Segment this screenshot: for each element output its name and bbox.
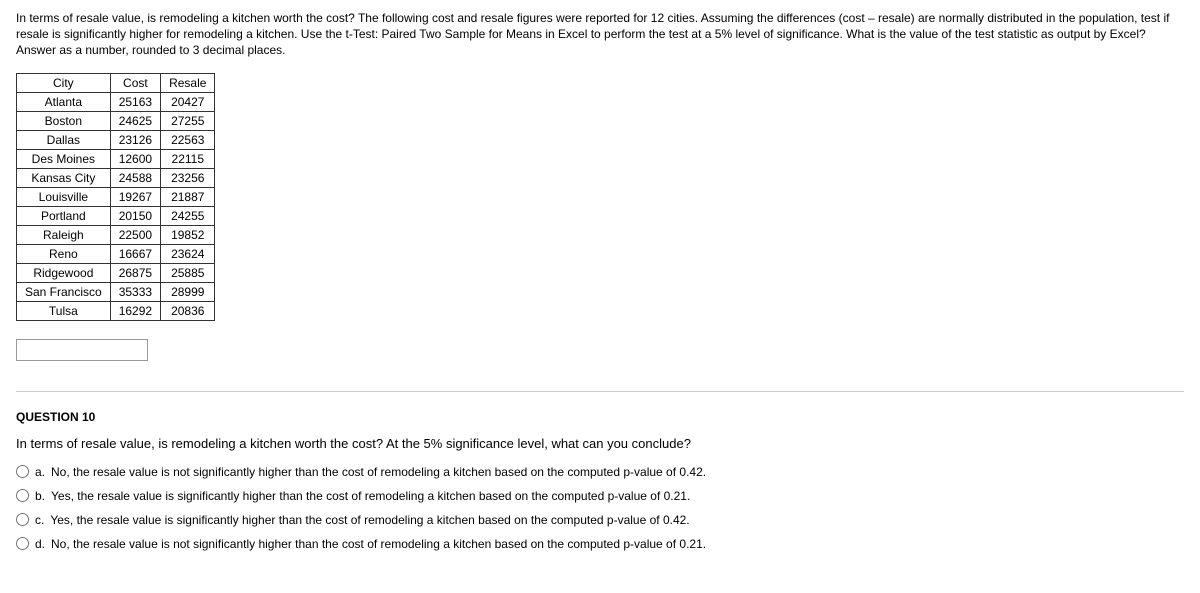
cell-city: Portland (17, 206, 111, 225)
cell-cost: 16667 (110, 244, 160, 263)
option-letter: d. (35, 537, 45, 551)
option-b-text: Yes, the resale value is significantly h… (51, 489, 690, 503)
cell-resale: 23256 (161, 168, 215, 187)
cell-cost: 25163 (110, 92, 160, 111)
option-letter: b. (35, 489, 45, 503)
cell-resale: 24255 (161, 206, 215, 225)
option-b[interactable]: b. Yes, the resale value is significantl… (16, 489, 1184, 503)
cell-cost: 22500 (110, 225, 160, 244)
table-row: Boston 24625 27255 (17, 111, 215, 130)
cell-cost: 23126 (110, 130, 160, 149)
option-letter: c. (35, 513, 44, 527)
cell-city: Dallas (17, 130, 111, 149)
cell-resale: 19852 (161, 225, 215, 244)
cell-city: Raleigh (17, 225, 111, 244)
radio-a[interactable] (16, 465, 29, 478)
cell-cost: 24625 (110, 111, 160, 130)
option-d[interactable]: d. No, the resale value is not significa… (16, 537, 1184, 551)
cell-city: Tulsa (17, 301, 111, 320)
cell-city: San Francisco (17, 282, 111, 301)
data-table: City Cost Resale Atlanta 25163 20427 Bos… (16, 73, 215, 321)
table-row: Reno 16667 23624 (17, 244, 215, 263)
cell-city: Boston (17, 111, 111, 130)
table-row: Atlanta 25163 20427 (17, 92, 215, 111)
cell-cost: 24588 (110, 168, 160, 187)
table-row: Tulsa 16292 20836 (17, 301, 215, 320)
cell-resale: 21887 (161, 187, 215, 206)
radio-c[interactable] (16, 513, 29, 526)
option-a[interactable]: a. No, the resale value is not significa… (16, 465, 1184, 479)
answer-input[interactable] (16, 339, 148, 361)
option-d-text: No, the resale value is not significantl… (51, 537, 706, 551)
table-row: Dallas 23126 22563 (17, 130, 215, 149)
option-a-text: No, the resale value is not significantl… (51, 465, 706, 479)
table-row: Portland 20150 24255 (17, 206, 215, 225)
cell-city: Kansas City (17, 168, 111, 187)
table-header-row: City Cost Resale (17, 73, 215, 92)
cell-resale: 27255 (161, 111, 215, 130)
radio-b[interactable] (16, 489, 29, 502)
cell-resale: 20836 (161, 301, 215, 320)
question-label: QUESTION 10 (16, 410, 1184, 424)
option-c-text: Yes, the resale value is significantly h… (50, 513, 689, 527)
divider (16, 391, 1184, 392)
cell-resale: 28999 (161, 282, 215, 301)
cell-resale: 23624 (161, 244, 215, 263)
question-intro-text: In terms of resale value, is remodeling … (16, 10, 1184, 59)
table-row: San Francisco 35333 28999 (17, 282, 215, 301)
cell-resale: 22563 (161, 130, 215, 149)
cell-resale: 25885 (161, 263, 215, 282)
cell-city: Atlanta (17, 92, 111, 111)
col-city: City (17, 73, 111, 92)
cell-resale: 22115 (161, 149, 215, 168)
cell-cost: 26875 (110, 263, 160, 282)
cell-city: Ridgewood (17, 263, 111, 282)
radio-d[interactable] (16, 537, 29, 550)
table-row: Des Moines 12600 22115 (17, 149, 215, 168)
option-letter: a. (35, 465, 45, 479)
col-resale: Resale (161, 73, 215, 92)
cell-cost: 12600 (110, 149, 160, 168)
col-cost: Cost (110, 73, 160, 92)
cell-resale: 20427 (161, 92, 215, 111)
cell-cost: 16292 (110, 301, 160, 320)
table-row: Raleigh 22500 19852 (17, 225, 215, 244)
question-text: In terms of resale value, is remodeling … (16, 436, 1184, 451)
option-c[interactable]: c. Yes, the resale value is significantl… (16, 513, 1184, 527)
cell-city: Reno (17, 244, 111, 263)
table-row: Louisville 19267 21887 (17, 187, 215, 206)
cell-cost: 19267 (110, 187, 160, 206)
cell-city: Louisville (17, 187, 111, 206)
cell-cost: 20150 (110, 206, 160, 225)
table-row: Kansas City 24588 23256 (17, 168, 215, 187)
cell-city: Des Moines (17, 149, 111, 168)
table-row: Ridgewood 26875 25885 (17, 263, 215, 282)
cell-cost: 35333 (110, 282, 160, 301)
